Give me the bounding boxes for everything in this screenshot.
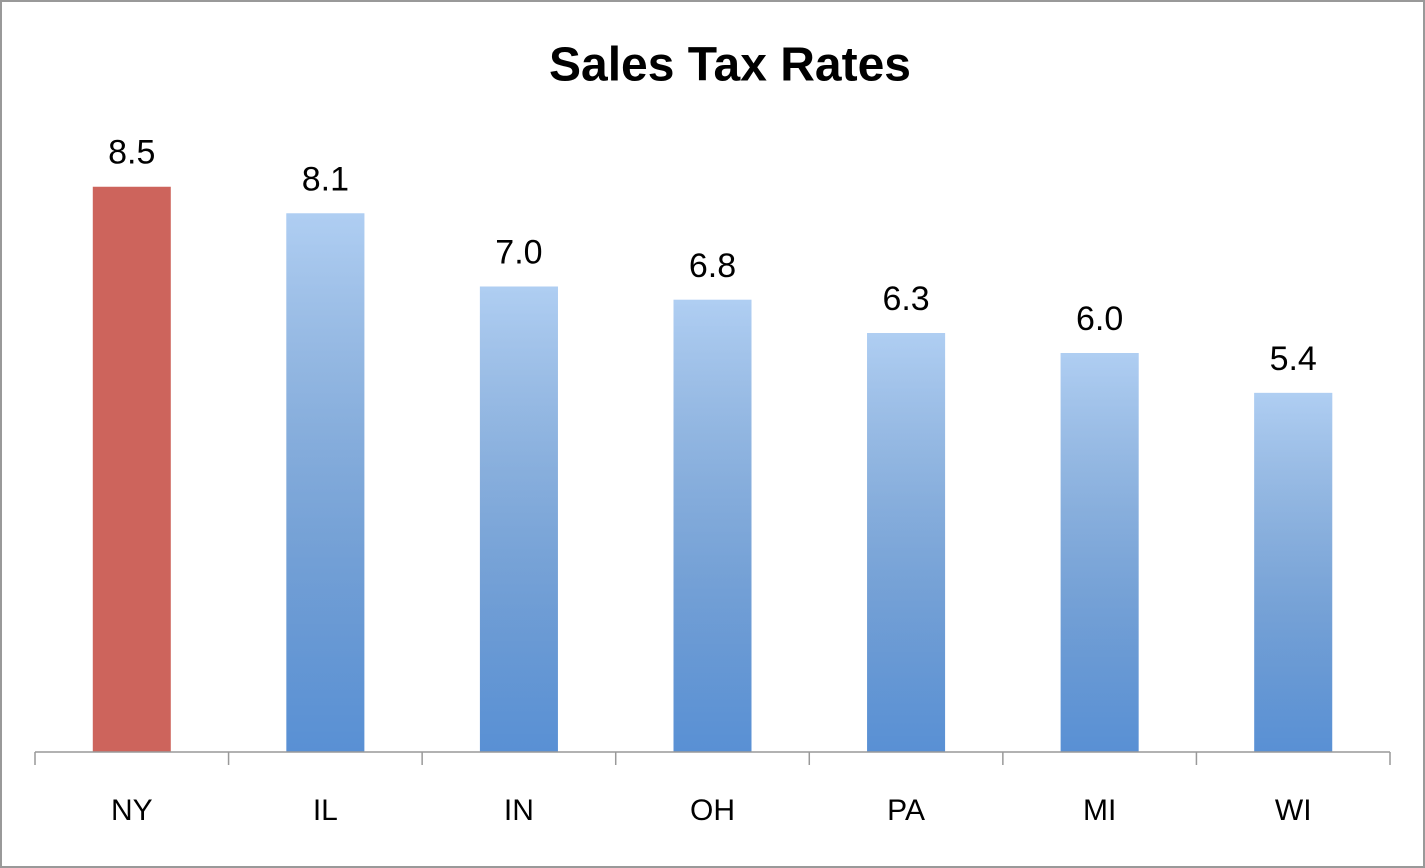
value-label: 5.4 xyxy=(1270,340,1317,378)
value-label: 8.5 xyxy=(108,134,155,172)
value-label: 6.8 xyxy=(689,247,736,285)
value-label: 7.0 xyxy=(495,233,542,271)
x-tick-label: PA xyxy=(887,794,925,827)
bar xyxy=(479,286,558,752)
x-tick-label: IN xyxy=(504,794,534,827)
x-tick-label: MI xyxy=(1083,794,1116,827)
x-tick-label: WI xyxy=(1275,794,1312,827)
bar xyxy=(673,299,752,752)
value-label: 8.1 xyxy=(302,160,349,198)
bar xyxy=(867,333,946,752)
chart-title: Sales Tax Rates xyxy=(549,39,911,92)
bar xyxy=(1060,353,1139,752)
value-label: 6.3 xyxy=(882,280,929,318)
bar xyxy=(92,186,171,752)
x-tick-label: OH xyxy=(690,794,735,827)
bar xyxy=(286,213,365,753)
value-label: 6.0 xyxy=(1076,300,1123,338)
bar xyxy=(1254,392,1333,752)
x-tick-label: NY xyxy=(111,794,153,827)
x-tick-label: IL xyxy=(313,794,338,827)
